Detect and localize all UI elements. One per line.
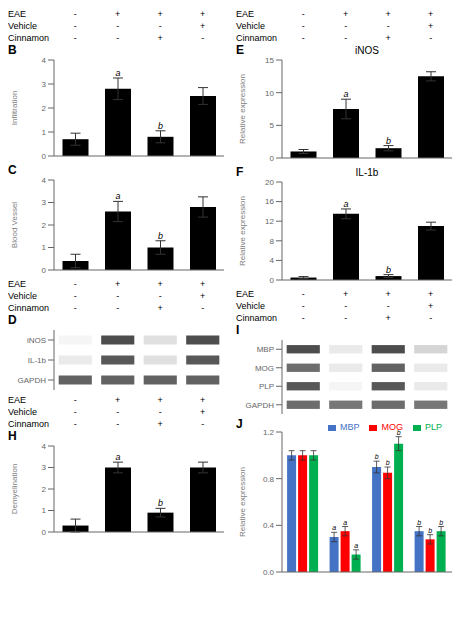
svg-text:a: a	[354, 542, 358, 549]
svg-text:GAPDH: GAPDH	[246, 401, 275, 410]
svg-text:4: 4	[42, 442, 47, 451]
svg-text:3: 3	[42, 198, 47, 207]
svg-text:Demyelination: Demyelination	[10, 464, 19, 515]
svg-text:b: b	[386, 136, 391, 146]
svg-text:b: b	[386, 459, 390, 466]
svg-text:1: 1	[42, 128, 47, 137]
svg-text:4: 4	[270, 256, 275, 265]
svg-text:1.2: 1.2	[263, 428, 275, 437]
svg-text:0: 0	[270, 154, 275, 163]
svg-text:a: a	[115, 68, 120, 78]
svg-text:2: 2	[42, 485, 47, 494]
svg-text:a: a	[343, 89, 348, 99]
svg-text:a: a	[115, 452, 120, 462]
svg-text:a: a	[332, 524, 336, 531]
svg-text:Relative expression: Relative expression	[238, 196, 247, 266]
svg-text:0.4: 0.4	[263, 521, 275, 530]
svg-text:b: b	[158, 498, 163, 508]
svg-text:4: 4	[42, 56, 47, 65]
svg-text:a: a	[115, 191, 120, 201]
svg-text:MOG: MOG	[255, 364, 274, 373]
svg-text:b: b	[375, 453, 379, 460]
svg-text:0.8: 0.8	[263, 475, 275, 484]
svg-text:4: 4	[42, 176, 47, 185]
svg-text:Relative expression: Relative expression	[238, 467, 247, 537]
svg-text:Relative expression: Relative expression	[238, 74, 247, 144]
svg-text:3: 3	[42, 463, 47, 472]
svg-text:2: 2	[42, 221, 47, 230]
svg-text:1: 1	[42, 506, 47, 515]
svg-text:16: 16	[265, 197, 274, 206]
svg-text:2: 2	[42, 104, 47, 113]
svg-text:Infiltration: Infiltration	[10, 91, 19, 126]
svg-text:b: b	[417, 519, 421, 526]
svg-text:10: 10	[265, 89, 274, 98]
svg-text:a: a	[343, 199, 348, 209]
svg-text:b: b	[158, 121, 163, 131]
svg-text:0: 0	[42, 528, 47, 537]
svg-text:PLP: PLP	[259, 382, 274, 391]
svg-text:b: b	[439, 519, 443, 526]
svg-text:GAPDH: GAPDH	[18, 376, 47, 385]
svg-text:12: 12	[265, 217, 274, 226]
svg-text:20: 20	[265, 178, 274, 187]
svg-text:0: 0	[42, 266, 47, 275]
svg-text:0.0: 0.0	[263, 568, 275, 577]
svg-text:0: 0	[42, 152, 47, 161]
svg-text:b: b	[397, 429, 401, 436]
svg-text:3: 3	[42, 80, 47, 89]
svg-text:8: 8	[270, 237, 275, 246]
svg-text:iNOS: iNOS	[27, 336, 46, 345]
svg-text:5: 5	[270, 121, 275, 130]
svg-text:b: b	[158, 231, 163, 241]
svg-text:15: 15	[265, 56, 274, 65]
svg-text:b: b	[386, 265, 391, 275]
svg-text:IL-1b: IL-1b	[28, 356, 47, 365]
svg-text:b: b	[428, 527, 432, 534]
svg-text:MBP: MBP	[257, 345, 274, 354]
svg-text:1: 1	[42, 243, 47, 252]
svg-text:0: 0	[270, 276, 275, 285]
svg-text:Blood Vessel: Blood Vessel	[10, 202, 19, 248]
svg-text:a: a	[343, 519, 347, 526]
